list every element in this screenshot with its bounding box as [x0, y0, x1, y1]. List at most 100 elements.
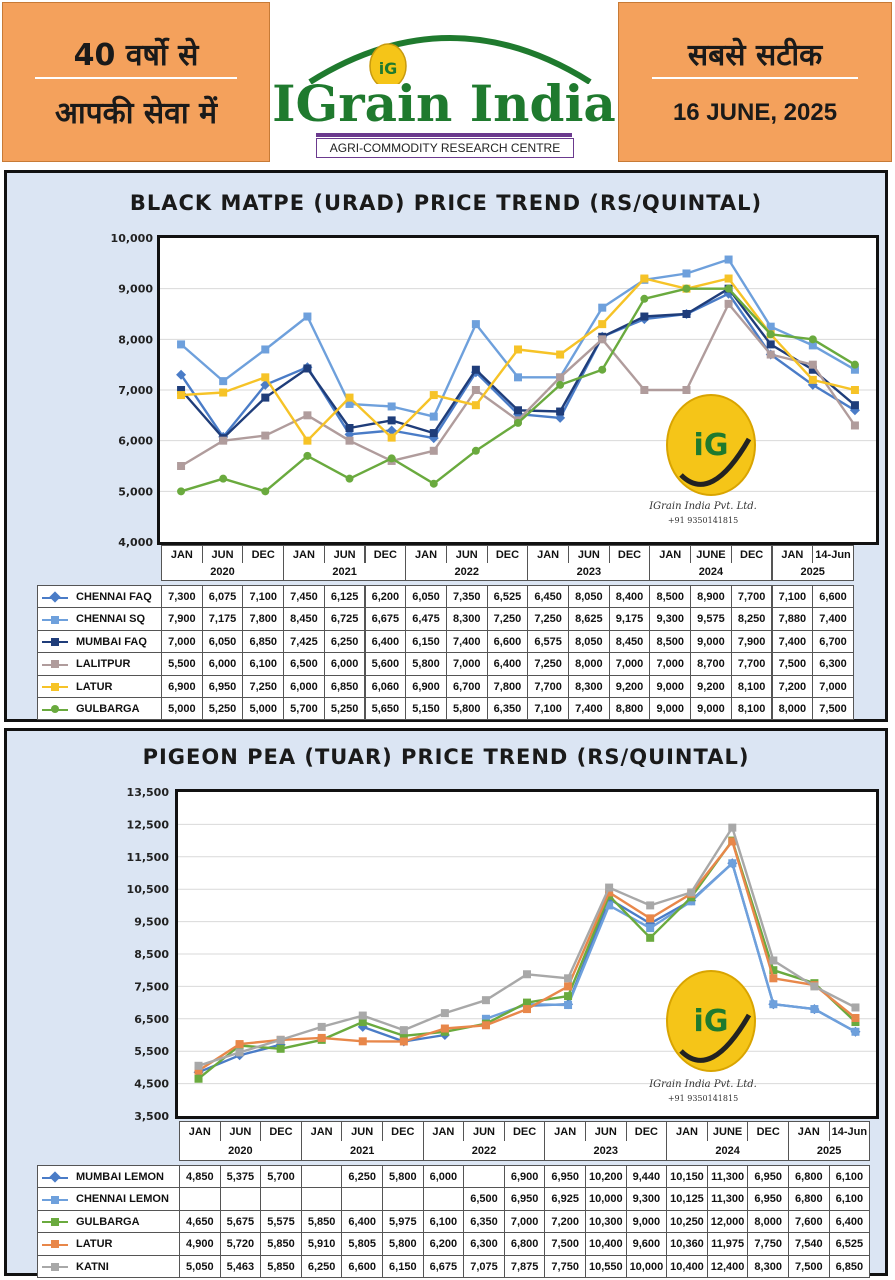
- data-point: [850, 360, 859, 369]
- legend-entry: LATUR: [37, 1232, 180, 1256]
- table-cell: 7,250: [486, 607, 529, 631]
- tuar-chart-title: PIGEON PEA (TUAR) PRICE TREND (RS/QUINTA…: [142, 745, 750, 769]
- table-cell: 8,000: [771, 697, 814, 721]
- table-cell: 7,000: [812, 674, 854, 698]
- table-cell: 6,150: [405, 629, 447, 654]
- data-point: [646, 933, 655, 942]
- data-point: [219, 474, 228, 483]
- data-point: [219, 436, 228, 445]
- table-cell: 6,450: [527, 585, 569, 609]
- data-point: [769, 1000, 778, 1009]
- table-cell: 7,400: [771, 629, 814, 654]
- year-label: 2024: [649, 563, 773, 581]
- series-name: MUMBAI FAQ: [76, 635, 147, 648]
- header-left-panel: 40 वर्षो से आपकी सेवा में: [2, 2, 270, 162]
- data-point: [194, 1066, 203, 1075]
- data-point: [194, 1061, 203, 1070]
- table-cell: 5,800: [445, 697, 488, 721]
- data-point: [177, 391, 186, 400]
- table-cell: 6,600: [486, 629, 529, 654]
- data-point: [429, 429, 438, 438]
- x-tick-label: DEC: [503, 1121, 546, 1141]
- table-cell: 6,250: [323, 629, 366, 654]
- header-right-panel: सबसे सटीक 16 JUNE, 2025: [618, 2, 892, 162]
- data-point: [682, 284, 691, 293]
- table-cell: 6,800: [788, 1187, 830, 1211]
- table-cell: 5,700: [260, 1165, 302, 1189]
- x-tick-label: JAN: [649, 545, 692, 563]
- legend-marker-icon: [51, 1195, 59, 1204]
- data-point: [598, 365, 607, 374]
- table-cell: 7,400: [445, 629, 488, 654]
- data-point: [440, 1024, 449, 1033]
- y-tick-label: 6,000: [118, 435, 153, 448]
- series-name: CHENNAI FAQ: [76, 591, 152, 603]
- data-point: [682, 269, 691, 278]
- table-cell: 7,500: [812, 697, 854, 721]
- x-tick-label: JAN: [666, 1121, 708, 1141]
- data-point: [556, 373, 565, 382]
- data-point: [640, 386, 649, 394]
- watermark-company: IGrain India Pvt. Ltd.: [648, 1079, 757, 1090]
- legend-entry: KATNI: [37, 1254, 180, 1278]
- data-point: [177, 340, 186, 349]
- table-cell: 8,300: [747, 1254, 789, 1278]
- table-cell: 7,000: [649, 652, 692, 676]
- watermark-logo-icon: [666, 394, 756, 496]
- table-cell: 8,250: [730, 607, 773, 631]
- table-cell: 6,900: [161, 674, 203, 698]
- table-cell: 7,500: [788, 1254, 830, 1278]
- table-cell: 8,400: [608, 585, 651, 609]
- data-point: [481, 1014, 490, 1023]
- table-cell: 6,400: [828, 1209, 871, 1234]
- x-tick-label: JUN: [445, 545, 488, 563]
- table-cell: 10,200: [585, 1165, 627, 1189]
- data-point: [724, 284, 733, 293]
- year-label: 2020: [179, 1141, 302, 1161]
- table-cell: 7,100: [527, 697, 569, 721]
- x-tick-label: 14-Jun: [828, 1121, 871, 1141]
- table-cell: 7,880: [771, 607, 814, 631]
- table-cell: 7,100: [771, 585, 814, 609]
- legend-marker-icon: [51, 637, 59, 646]
- table-cell: 8,100: [730, 697, 773, 721]
- logo-grain-icon: [369, 43, 407, 84]
- table-cell: 6,100: [828, 1187, 871, 1211]
- data-point: [808, 360, 817, 369]
- table-cell: 7,750: [747, 1232, 789, 1256]
- tuar-line-chart: 3,500 4,500 5,500 6,500 7,500 8,500 9,500 10,50…: [127, 786, 876, 1123]
- table-cell: 7,400: [568, 697, 610, 721]
- table-cell: 10,000: [625, 1254, 668, 1278]
- urad-line-chart: 4,000 5,000 6,000 7,000 8,000 9,000 10,000 iG IG…: [111, 232, 876, 549]
- table-cell: 6,600: [341, 1254, 383, 1278]
- legend-marker-icon: [49, 1171, 61, 1183]
- table-cell: 10,125: [666, 1187, 708, 1211]
- header-divider: [651, 77, 859, 79]
- table-cell: 5,850: [300, 1209, 343, 1234]
- data-point: [514, 345, 522, 354]
- table-cell: 6,150: [382, 1254, 424, 1278]
- data-point: [345, 424, 354, 432]
- year-label: 2021: [300, 1141, 424, 1161]
- series-name: MUMBAI LEMON: [76, 1171, 164, 1183]
- y-tick-label: 9,500: [134, 916, 169, 929]
- legend-entry: MUMBAI FAQ: [37, 629, 162, 654]
- table-cell: 8,450: [283, 607, 325, 631]
- table-cell: 7,500: [771, 652, 814, 676]
- header-banner: 40 वर्षो से आपकी सेवा में iG IGrain Indi…: [0, 0, 895, 166]
- data-point: [851, 1018, 860, 1027]
- table-cell: 5,805: [341, 1232, 383, 1256]
- data-point: [345, 399, 354, 408]
- table-cell: 6,600: [812, 585, 854, 609]
- data-point: [523, 1005, 531, 1014]
- y-tick-label: 10,500: [127, 883, 170, 896]
- x-tick-label: JUN: [585, 1121, 627, 1141]
- y-tick-label: 6,500: [134, 1013, 169, 1026]
- data-point: [429, 479, 438, 488]
- table-cell: 7,100: [242, 585, 285, 609]
- table-cell: 7,700: [730, 652, 773, 676]
- watermark-phone: +91 9350141815: [668, 1094, 738, 1103]
- table-cell: 6,000: [201, 652, 244, 676]
- table-cell: 10,550: [585, 1254, 627, 1278]
- data-point: [724, 299, 733, 308]
